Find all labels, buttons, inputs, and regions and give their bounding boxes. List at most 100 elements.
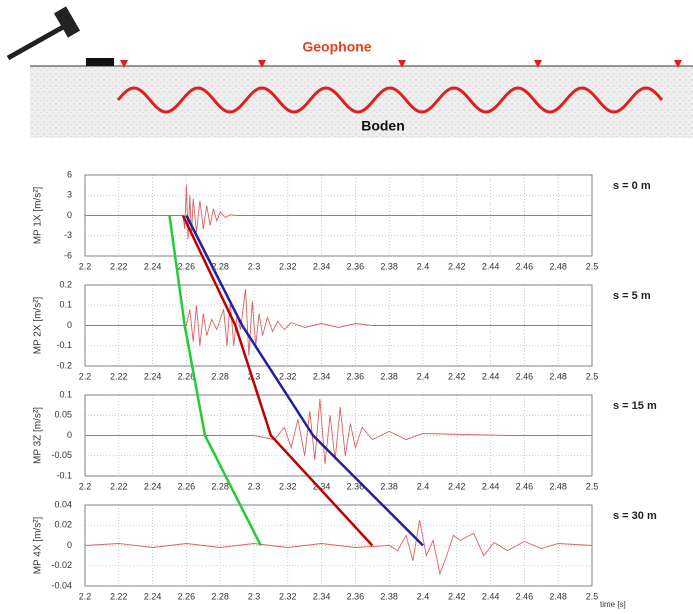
x-tick-label: 2.46 — [516, 371, 534, 381]
x-tick-label: 2.28 — [211, 481, 229, 491]
x-tick-label: 2.36 — [347, 591, 365, 601]
y-tick-label: 3 — [67, 190, 72, 200]
y-tick-label: -0.04 — [51, 580, 72, 590]
geophones — [120, 60, 682, 68]
signal — [85, 399, 592, 464]
x-tick-label: 2.46 — [516, 481, 534, 491]
x-tick-label: 2.2 — [79, 371, 92, 381]
x-tick-label: 2.26 — [178, 371, 196, 381]
x-tick-label: 2.5 — [586, 371, 599, 381]
y-tick-label: 0 — [67, 540, 72, 550]
x-tick-label: 2.28 — [211, 371, 229, 381]
x-tick-label: 2.22 — [110, 371, 128, 381]
pick-line — [168, 215, 262, 547]
ground — [30, 66, 693, 138]
x-tick-label: 2.2 — [79, 261, 92, 271]
y-tick-label: -0.02 — [51, 560, 72, 570]
panel-title: s = 0 m — [613, 180, 651, 192]
y-tick-label: -0.1 — [56, 470, 72, 480]
y-tick-label: 0.2 — [59, 279, 72, 289]
x-tick-label: 2.32 — [279, 371, 297, 381]
hammer-head — [53, 6, 81, 38]
x-tick-label: 2.26 — [178, 591, 196, 601]
x-tick-label: 2.4 — [417, 371, 430, 381]
y-tick-label: 0.1 — [59, 389, 72, 399]
x-tick-label: 2.26 — [178, 481, 196, 491]
x-tick-label: 2.42 — [448, 591, 466, 601]
x-tick-label: 2.44 — [482, 481, 500, 491]
x-tick-label: 2.44 — [482, 261, 500, 271]
x-tick-label: 2.38 — [380, 371, 398, 381]
x-axis-label: time [s] — [600, 600, 626, 609]
y-tick-label: 0.05 — [54, 410, 72, 420]
x-tick-label: 2.34 — [313, 371, 331, 381]
x-tick-label: 2.2 — [79, 591, 92, 601]
x-tick-label: 2.3 — [248, 261, 261, 271]
y-tick-label: -0.1 — [56, 340, 72, 350]
x-tick-label: 2.34 — [313, 261, 331, 271]
x-tick-label: 2.3 — [248, 481, 261, 491]
y-tick-label: 0.02 — [54, 520, 72, 530]
x-tick-label: 2.4 — [417, 481, 430, 491]
x-tick-label: 2.46 — [516, 261, 534, 271]
hammer-handle — [6, 19, 74, 61]
y-tick-label: 0 — [67, 210, 72, 220]
x-tick-label: 2.4 — [417, 261, 430, 271]
x-tick-label: 2.24 — [144, 371, 162, 381]
x-tick-label: 2.38 — [380, 261, 398, 271]
pick-line — [181, 214, 374, 547]
y-tick-label: -0.05 — [51, 450, 72, 460]
y-axis-label: MP 4X [m/s²] — [33, 516, 44, 574]
x-tick-label: 2.22 — [110, 591, 128, 601]
panel-title: s = 15 m — [613, 400, 657, 412]
x-tick-label: 2.28 — [211, 261, 229, 271]
x-tick-label: 2.32 — [279, 261, 297, 271]
x-tick-label: 2.3 — [248, 371, 261, 381]
x-tick-label: 2.38 — [380, 591, 398, 601]
pick-line — [185, 214, 424, 547]
x-tick-label: 2.28 — [211, 591, 229, 601]
x-tick-label: 2.36 — [347, 261, 365, 271]
x-tick-label: 2.34 — [313, 591, 331, 601]
geophone-label: Geophone — [302, 39, 371, 55]
x-tick-label: 2.48 — [549, 371, 567, 381]
y-tick-label: 0.1 — [59, 300, 72, 310]
signal — [84, 520, 593, 576]
x-tick-label: 2.42 — [448, 371, 466, 381]
signal — [85, 185, 592, 240]
x-tick-label: 2.46 — [516, 591, 534, 601]
y-tick-label: 0 — [67, 430, 72, 440]
ground-label: Boden — [361, 118, 405, 134]
x-tick-label: 2.5 — [586, 261, 599, 271]
x-tick-label: 2.42 — [448, 481, 466, 491]
x-tick-label: 2.38 — [380, 481, 398, 491]
x-tick-label: 2.48 — [549, 261, 567, 271]
x-tick-label: 2.36 — [347, 481, 365, 491]
y-axis-label: MP 3Z [m/s²] — [33, 407, 44, 464]
x-tick-label: 2.4 — [417, 591, 430, 601]
y-tick-label: -6 — [64, 250, 72, 260]
y-tick-label: 6 — [67, 169, 72, 179]
x-tick-label: 2.22 — [110, 481, 128, 491]
x-tick-label: 2.24 — [144, 591, 162, 601]
signal — [85, 289, 592, 356]
x-tick-label: 2.22 — [110, 261, 128, 271]
panel-title: s = 30 m — [613, 510, 657, 522]
impact-plate — [86, 58, 114, 66]
x-tick-label: 2.32 — [279, 481, 297, 491]
x-tick-label: 2.3 — [248, 591, 261, 601]
x-tick-label: 2.26 — [178, 261, 196, 271]
y-tick-label: -0.2 — [56, 360, 72, 370]
x-tick-label: 2.48 — [549, 591, 567, 601]
y-tick-label: -3 — [64, 230, 72, 240]
x-tick-label: 2.32 — [279, 591, 297, 601]
x-tick-label: 2.44 — [482, 591, 500, 601]
ground-wave — [116, 86, 664, 114]
y-tick-label: 0 — [67, 320, 72, 330]
x-tick-label: 2.36 — [347, 371, 365, 381]
x-tick-label: 2.42 — [448, 261, 466, 271]
y-tick-label: 0.04 — [54, 499, 72, 509]
y-axis-label: MP 1X [m/s²] — [33, 186, 44, 244]
